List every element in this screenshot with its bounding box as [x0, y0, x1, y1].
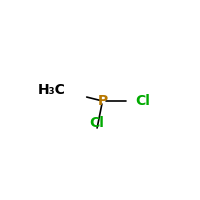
Text: Cl: Cl — [89, 116, 104, 130]
Text: H₃C: H₃C — [38, 83, 66, 97]
Text: Cl: Cl — [135, 94, 150, 108]
Text: P: P — [97, 94, 108, 108]
